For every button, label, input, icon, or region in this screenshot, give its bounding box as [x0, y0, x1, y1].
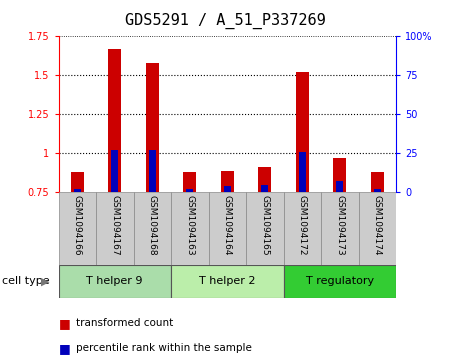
Text: GSM1094166: GSM1094166: [73, 195, 82, 255]
Bar: [336, 182, 343, 192]
Bar: [220, 171, 234, 192]
Bar: [284, 265, 396, 298]
Text: GSM1094167: GSM1094167: [110, 195, 119, 255]
Bar: [208, 192, 246, 265]
Bar: [111, 150, 118, 192]
Text: ▶: ▶: [41, 276, 49, 286]
Bar: [299, 152, 306, 192]
Text: GSM1094174: GSM1094174: [373, 195, 382, 255]
Bar: [321, 192, 359, 265]
Text: GSM1094163: GSM1094163: [185, 195, 194, 255]
Text: GSM1094165: GSM1094165: [260, 195, 269, 255]
Text: GSM1094173: GSM1094173: [335, 195, 344, 255]
Bar: [224, 186, 231, 192]
Text: percentile rank within the sample: percentile rank within the sample: [76, 343, 252, 354]
Bar: [261, 185, 268, 192]
Bar: [183, 172, 196, 192]
Bar: [171, 265, 284, 298]
Bar: [374, 189, 381, 192]
Bar: [359, 192, 396, 265]
Text: cell type: cell type: [2, 276, 50, 286]
Bar: [284, 192, 321, 265]
Bar: [258, 167, 271, 192]
Bar: [333, 158, 346, 192]
Bar: [71, 172, 84, 192]
Text: GSM1094164: GSM1094164: [223, 195, 232, 255]
Text: transformed count: transformed count: [76, 318, 174, 328]
Bar: [146, 63, 159, 192]
Text: T helper 2: T helper 2: [199, 276, 256, 286]
Bar: [74, 189, 81, 192]
Bar: [58, 192, 96, 265]
Bar: [171, 192, 208, 265]
Bar: [134, 192, 171, 265]
Text: T helper 9: T helper 9: [86, 276, 143, 286]
Text: ■: ■: [58, 317, 70, 330]
Bar: [108, 49, 122, 192]
Bar: [296, 72, 309, 192]
Bar: [246, 192, 284, 265]
Bar: [186, 189, 194, 192]
Bar: [96, 192, 134, 265]
Text: GDS5291 / A_51_P337269: GDS5291 / A_51_P337269: [125, 13, 325, 29]
Text: GSM1094168: GSM1094168: [148, 195, 157, 255]
Text: T regulatory: T regulatory: [306, 276, 374, 286]
Text: GSM1094172: GSM1094172: [298, 195, 307, 255]
Bar: [148, 150, 156, 192]
Bar: [371, 172, 384, 192]
Text: ■: ■: [58, 342, 70, 355]
Bar: [58, 265, 171, 298]
